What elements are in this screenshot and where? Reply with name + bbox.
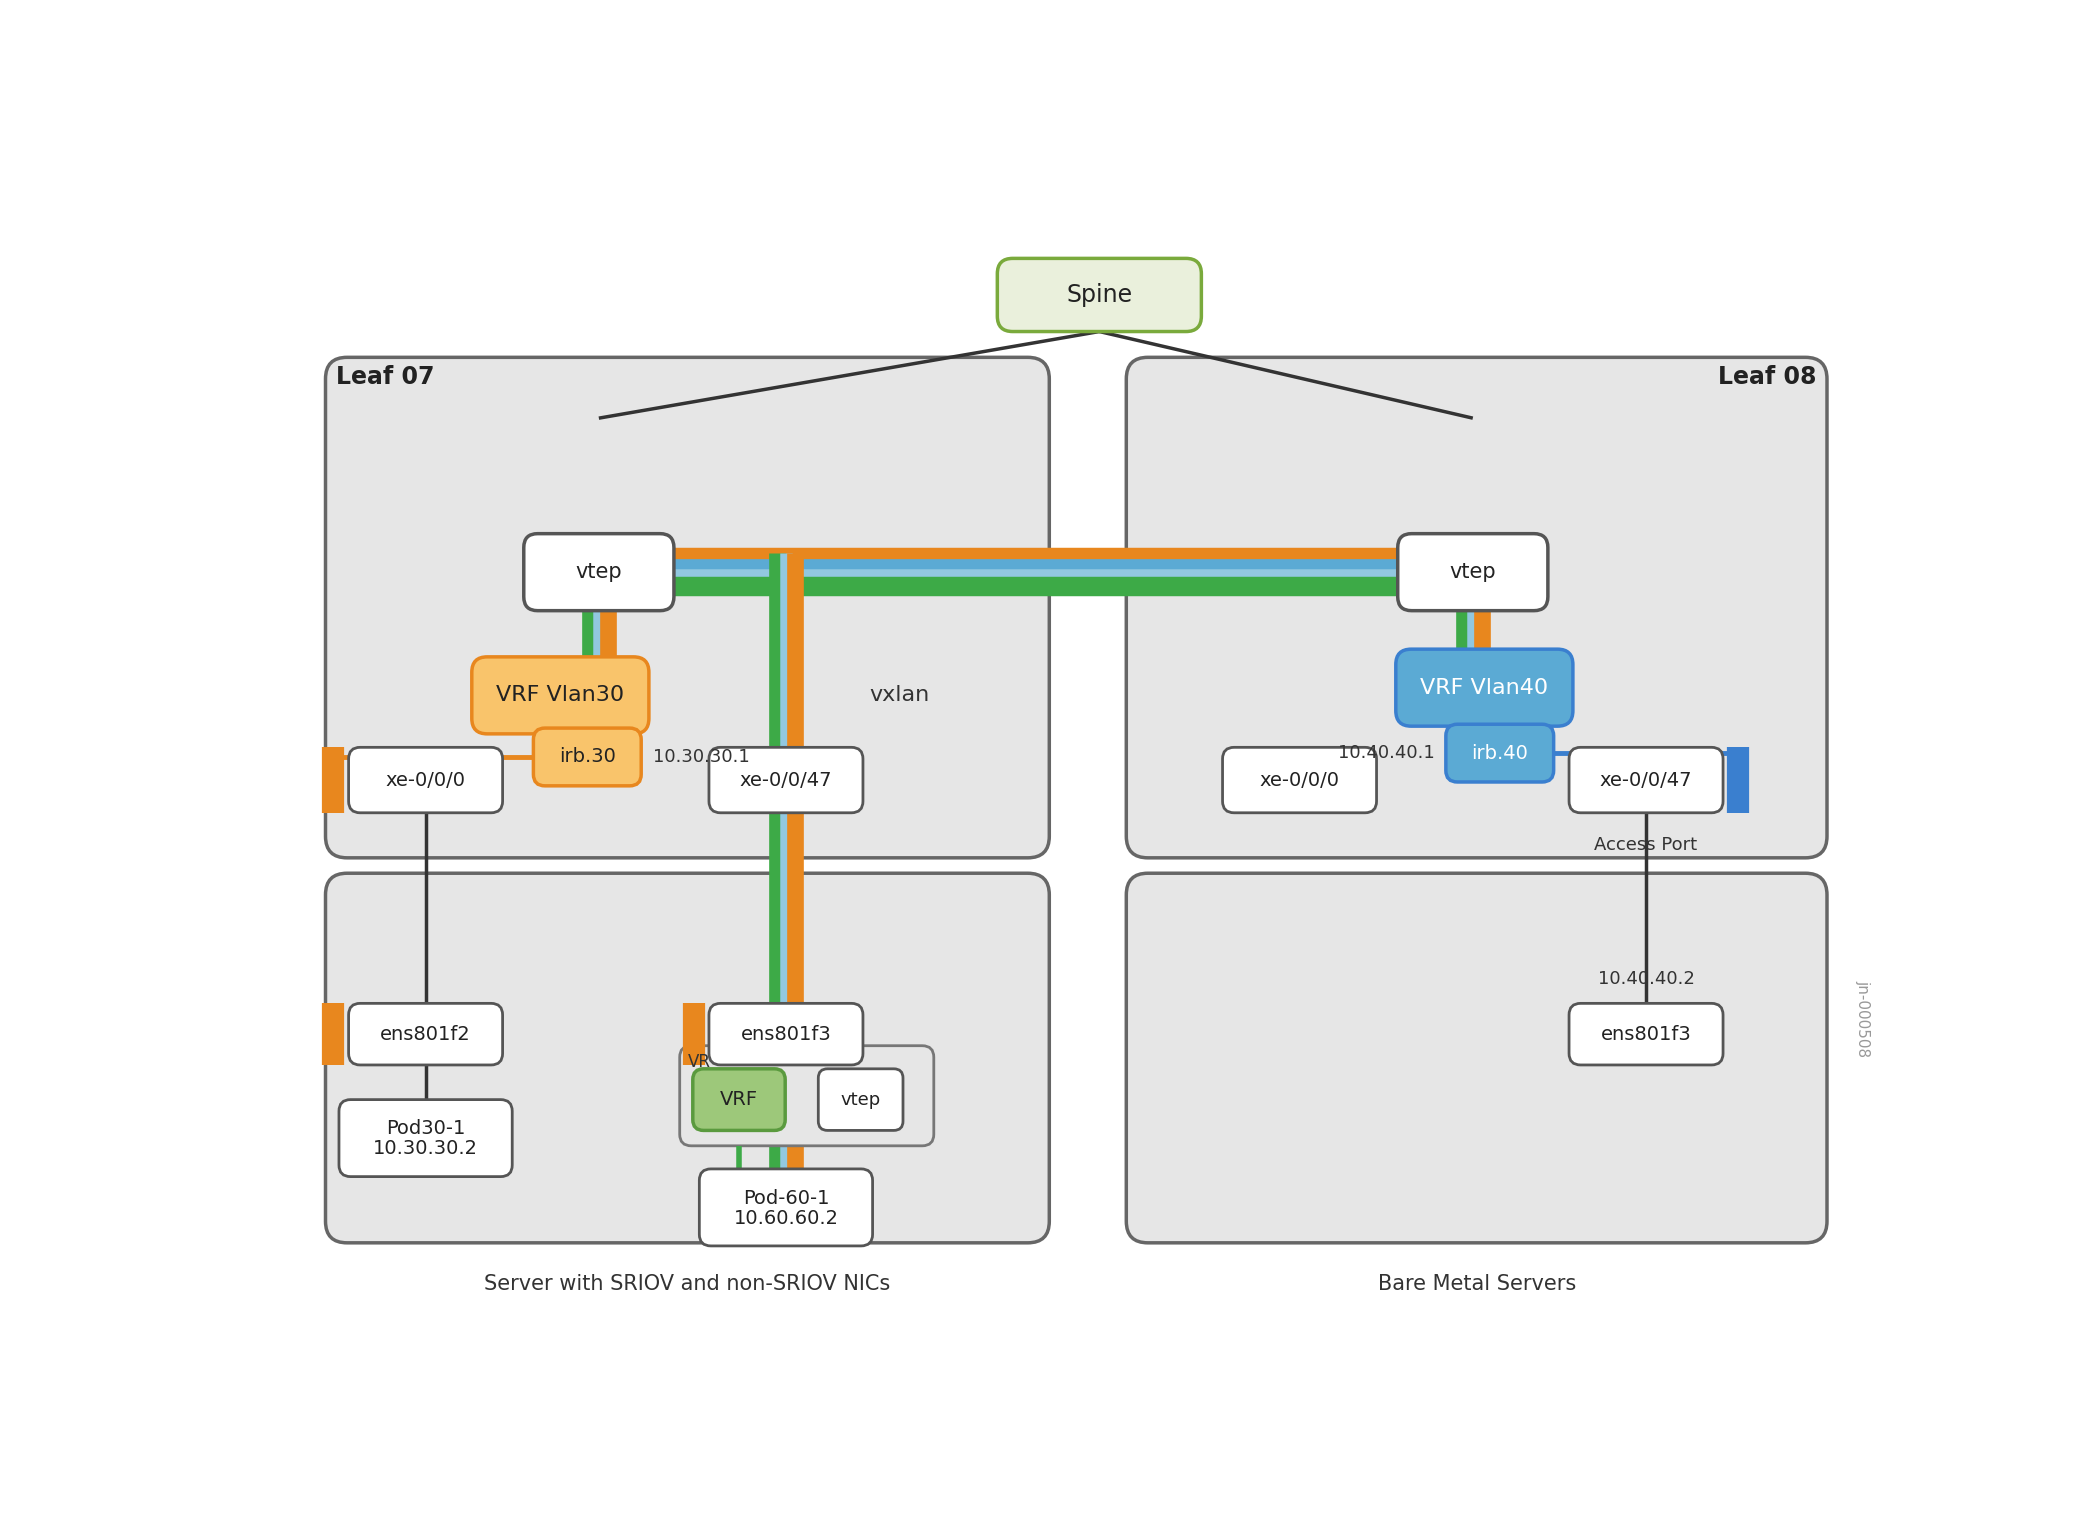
FancyBboxPatch shape	[1126, 357, 1827, 858]
FancyBboxPatch shape	[1126, 873, 1827, 1243]
FancyBboxPatch shape	[349, 747, 502, 813]
Text: 10.30.30.2: 10.30.30.2	[374, 1140, 479, 1158]
FancyBboxPatch shape	[693, 1069, 785, 1131]
FancyBboxPatch shape	[1569, 747, 1722, 813]
Text: vtep: vtep	[575, 561, 622, 583]
FancyBboxPatch shape	[533, 729, 640, 785]
FancyBboxPatch shape	[819, 1069, 903, 1131]
Text: 10.30.30.1: 10.30.30.1	[653, 749, 750, 765]
Text: Bare Metal Servers: Bare Metal Servers	[1378, 1275, 1575, 1295]
FancyBboxPatch shape	[1399, 534, 1548, 611]
Text: ens801f2: ens801f2	[380, 1025, 470, 1043]
Text: Pod30-1: Pod30-1	[386, 1120, 466, 1138]
Text: ens801f3: ens801f3	[1600, 1025, 1691, 1043]
Text: vtep: vtep	[1449, 561, 1495, 583]
Text: Leaf 07: Leaf 07	[336, 365, 435, 390]
FancyBboxPatch shape	[699, 1169, 874, 1246]
Text: VRF: VRF	[720, 1091, 758, 1109]
FancyBboxPatch shape	[710, 747, 863, 813]
FancyBboxPatch shape	[1396, 649, 1573, 726]
Text: Server with SRIOV and non-SRIOV NICs: Server with SRIOV and non-SRIOV NICs	[485, 1275, 890, 1295]
FancyBboxPatch shape	[998, 258, 1201, 331]
FancyBboxPatch shape	[1569, 1003, 1722, 1065]
Text: xe-0/0/47: xe-0/0/47	[1600, 770, 1693, 790]
FancyBboxPatch shape	[1222, 747, 1378, 813]
Text: vxlan: vxlan	[869, 686, 930, 706]
Text: VRF Vlan30: VRF Vlan30	[496, 686, 624, 706]
FancyBboxPatch shape	[472, 657, 649, 733]
Text: 10.40.40.1: 10.40.40.1	[1338, 744, 1434, 762]
FancyBboxPatch shape	[710, 1003, 863, 1065]
Text: VR: VR	[687, 1054, 710, 1071]
Text: Spine: Spine	[1067, 282, 1132, 307]
Text: Leaf 08: Leaf 08	[1718, 365, 1816, 390]
Text: xe-0/0/0: xe-0/0/0	[386, 770, 466, 790]
Text: jn-000508: jn-000508	[1856, 980, 1871, 1057]
FancyBboxPatch shape	[338, 1100, 512, 1177]
FancyBboxPatch shape	[1447, 724, 1554, 782]
Text: Access Port: Access Port	[1594, 836, 1697, 854]
Text: vtep: vtep	[840, 1091, 880, 1109]
Text: irb.40: irb.40	[1472, 744, 1529, 762]
FancyBboxPatch shape	[523, 534, 674, 611]
FancyBboxPatch shape	[326, 357, 1050, 858]
Text: xe-0/0/0: xe-0/0/0	[1260, 770, 1340, 790]
Text: irb.30: irb.30	[559, 747, 615, 767]
Text: xe-0/0/47: xe-0/0/47	[739, 770, 832, 790]
FancyBboxPatch shape	[680, 1046, 934, 1146]
Text: ens801f3: ens801f3	[741, 1025, 832, 1043]
Text: 10.60.60.2: 10.60.60.2	[733, 1209, 838, 1227]
Text: 10.40.40.2: 10.40.40.2	[1598, 969, 1695, 988]
Text: Pod-60-1: Pod-60-1	[743, 1189, 830, 1207]
FancyBboxPatch shape	[349, 1003, 502, 1065]
Text: VRF Vlan40: VRF Vlan40	[1420, 678, 1548, 698]
FancyBboxPatch shape	[326, 873, 1050, 1243]
